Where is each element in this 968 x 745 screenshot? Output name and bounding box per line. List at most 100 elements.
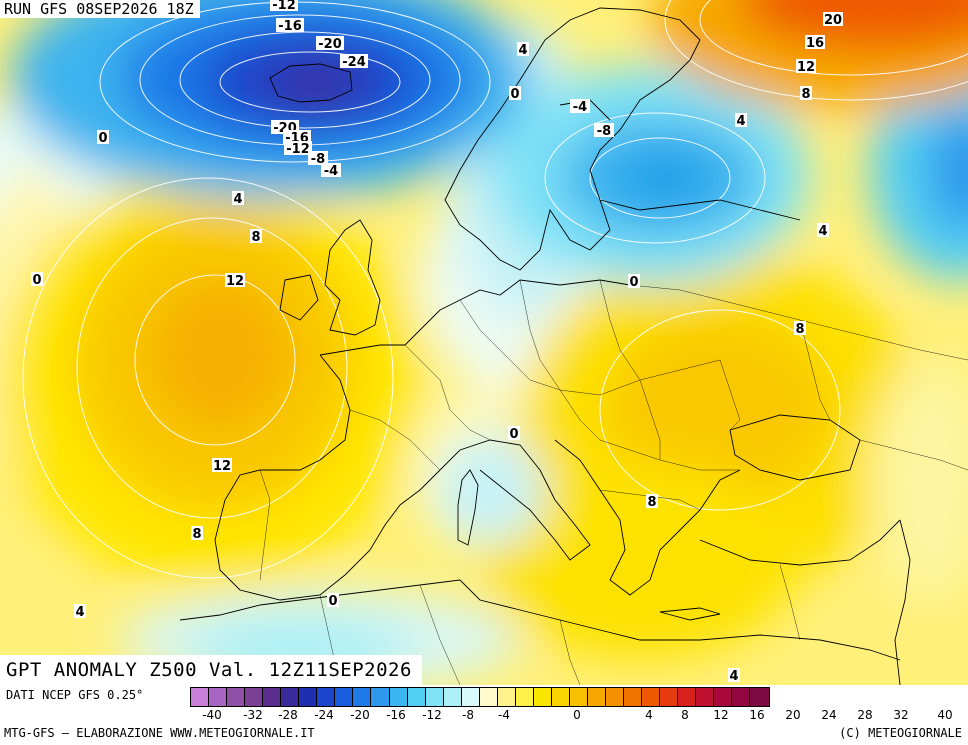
colorbar-cell [696,688,715,706]
svg-text:-16: -16 [278,19,302,34]
colorbar-cell [299,688,318,706]
svg-text:12: 12 [797,60,815,75]
svg-text:-24: -24 [342,55,366,70]
colorbar-tick-label: 28 [857,708,873,722]
contour-label: 4 [728,668,740,684]
contour-label: 0 [97,130,109,146]
contour-label: 4 [735,113,747,129]
colorbar-tick-label: 32 [893,708,909,722]
colorbar-cell [479,688,498,706]
colorbar-tick-label: 12 [713,708,729,722]
contour-label: 0 [509,86,521,102]
colorbar-cell [353,688,372,706]
colorbar-cell [371,688,390,706]
svg-text:8: 8 [192,527,201,542]
credit-right: (C) METEOGIORNALE [839,726,962,740]
colorbar-tick-label: 24 [821,708,837,722]
svg-text:8: 8 [801,87,810,102]
colorbar-cell [588,688,607,706]
svg-text:20: 20 [824,13,842,28]
colorbar-cell [209,688,228,706]
colorbar-cell [569,688,589,706]
colorbar-tick-label: 16 [749,708,765,722]
svg-text:4: 4 [818,224,827,239]
contour-label: 8 [250,229,262,245]
contour-label: 4 [817,223,829,239]
colorbar-cell [317,688,336,706]
svg-text:-8: -8 [597,124,611,139]
colorbar-cell [660,688,679,706]
contour-lines [22,0,968,579]
colorbar-cell [533,688,552,706]
contour-label: 4 [517,42,529,58]
contour-label: 8 [800,86,812,102]
contour-label-layer: -12-16-20-24-20-16-12-8-40481201284040-4… [31,0,843,684]
colorbar-tick-label: 40 [937,708,953,722]
svg-text:4: 4 [233,192,242,207]
svg-text:16: 16 [806,36,824,51]
svg-text:-4: -4 [573,100,587,115]
contour-label: 12 [225,273,245,289]
contour-label: -4 [570,99,590,115]
contour-label: 4 [232,191,244,207]
credit-left: MTG-GFS – ELABORAZIONE WWW.METEOGIORNALE… [4,726,315,740]
contour-label: 0 [327,593,339,609]
colorbar-ticks: -40 -32 -28 -24 -20 -16 -12 -8 -4 0 4 8 12 16 20 24 28 32… [190,708,968,724]
colorbar-cell [606,688,625,706]
colorbar-cell [551,688,570,706]
colorbar-tick-label: -24 [314,708,334,722]
contour-label: 16 [805,35,825,51]
contour-label: 8 [794,321,806,337]
colorbar-cell [191,688,210,706]
footer: DATI NCEP GFS 0.25° -40 -32 -28 -24 -20 -16 -1… [0,685,968,745]
contour-label: -12 [270,0,298,13]
colorbar-tick-label: 8 [681,708,689,722]
colorbar-cell [281,688,300,706]
colorbar-tick-label: -28 [278,708,298,722]
svg-text:-12: -12 [286,142,310,157]
contour-label: 8 [191,526,203,542]
svg-text:0: 0 [98,131,107,146]
svg-text:-4: -4 [324,164,338,179]
colorbar-cell [245,688,264,706]
svg-text:0: 0 [509,427,518,442]
svg-text:0: 0 [629,275,638,290]
contour-label: -20 [316,36,344,52]
svg-text:4: 4 [518,43,527,58]
contour-label: -24 [340,54,368,70]
map-title: GPT ANOMALY Z500 Val. 12Z11SEP2026 [0,655,422,685]
map-canvas: -12-16-20-24-20-16-12-8-40481201284040-4… [0,0,968,685]
contour-label: 12 [796,59,816,75]
colorbar-tick-label: -40 [202,708,222,722]
colorbar-tick-label: 4 [645,708,653,722]
colorbar-cell [227,688,246,706]
contour-label: 8 [646,494,658,510]
svg-text:12: 12 [226,274,244,289]
colorbar-cell [335,688,354,706]
colorbar-tick-label: 20 [785,708,801,722]
svg-text:4: 4 [729,669,738,684]
svg-text:8: 8 [647,495,656,510]
colorbar-cell [732,688,751,706]
contour-label: 0 [508,426,520,442]
svg-text:0: 0 [32,273,41,288]
colorbar-tick-label: -20 [350,708,370,722]
colorbar-tick-label: -32 [243,708,263,722]
contour-label: -4 [321,163,341,179]
colorbar [190,687,770,707]
svg-text:0: 0 [328,594,337,609]
svg-text:-20: -20 [318,37,342,52]
run-label: RUN GFS 08SEP2026 18Z [0,0,200,18]
colorbar-cell [714,688,733,706]
contour-label: 4 [74,604,86,620]
contour-label: 0 [628,274,640,290]
colorbar-cell [642,688,661,706]
colorbar-cell [407,688,426,706]
colorbar-cell [263,688,282,706]
borders [259,279,968,685]
colorbar-cell [624,688,643,706]
contour-label: -8 [594,123,614,139]
svg-text:8: 8 [251,230,260,245]
colorbar-cell [497,688,516,706]
svg-text:4: 4 [75,605,84,620]
